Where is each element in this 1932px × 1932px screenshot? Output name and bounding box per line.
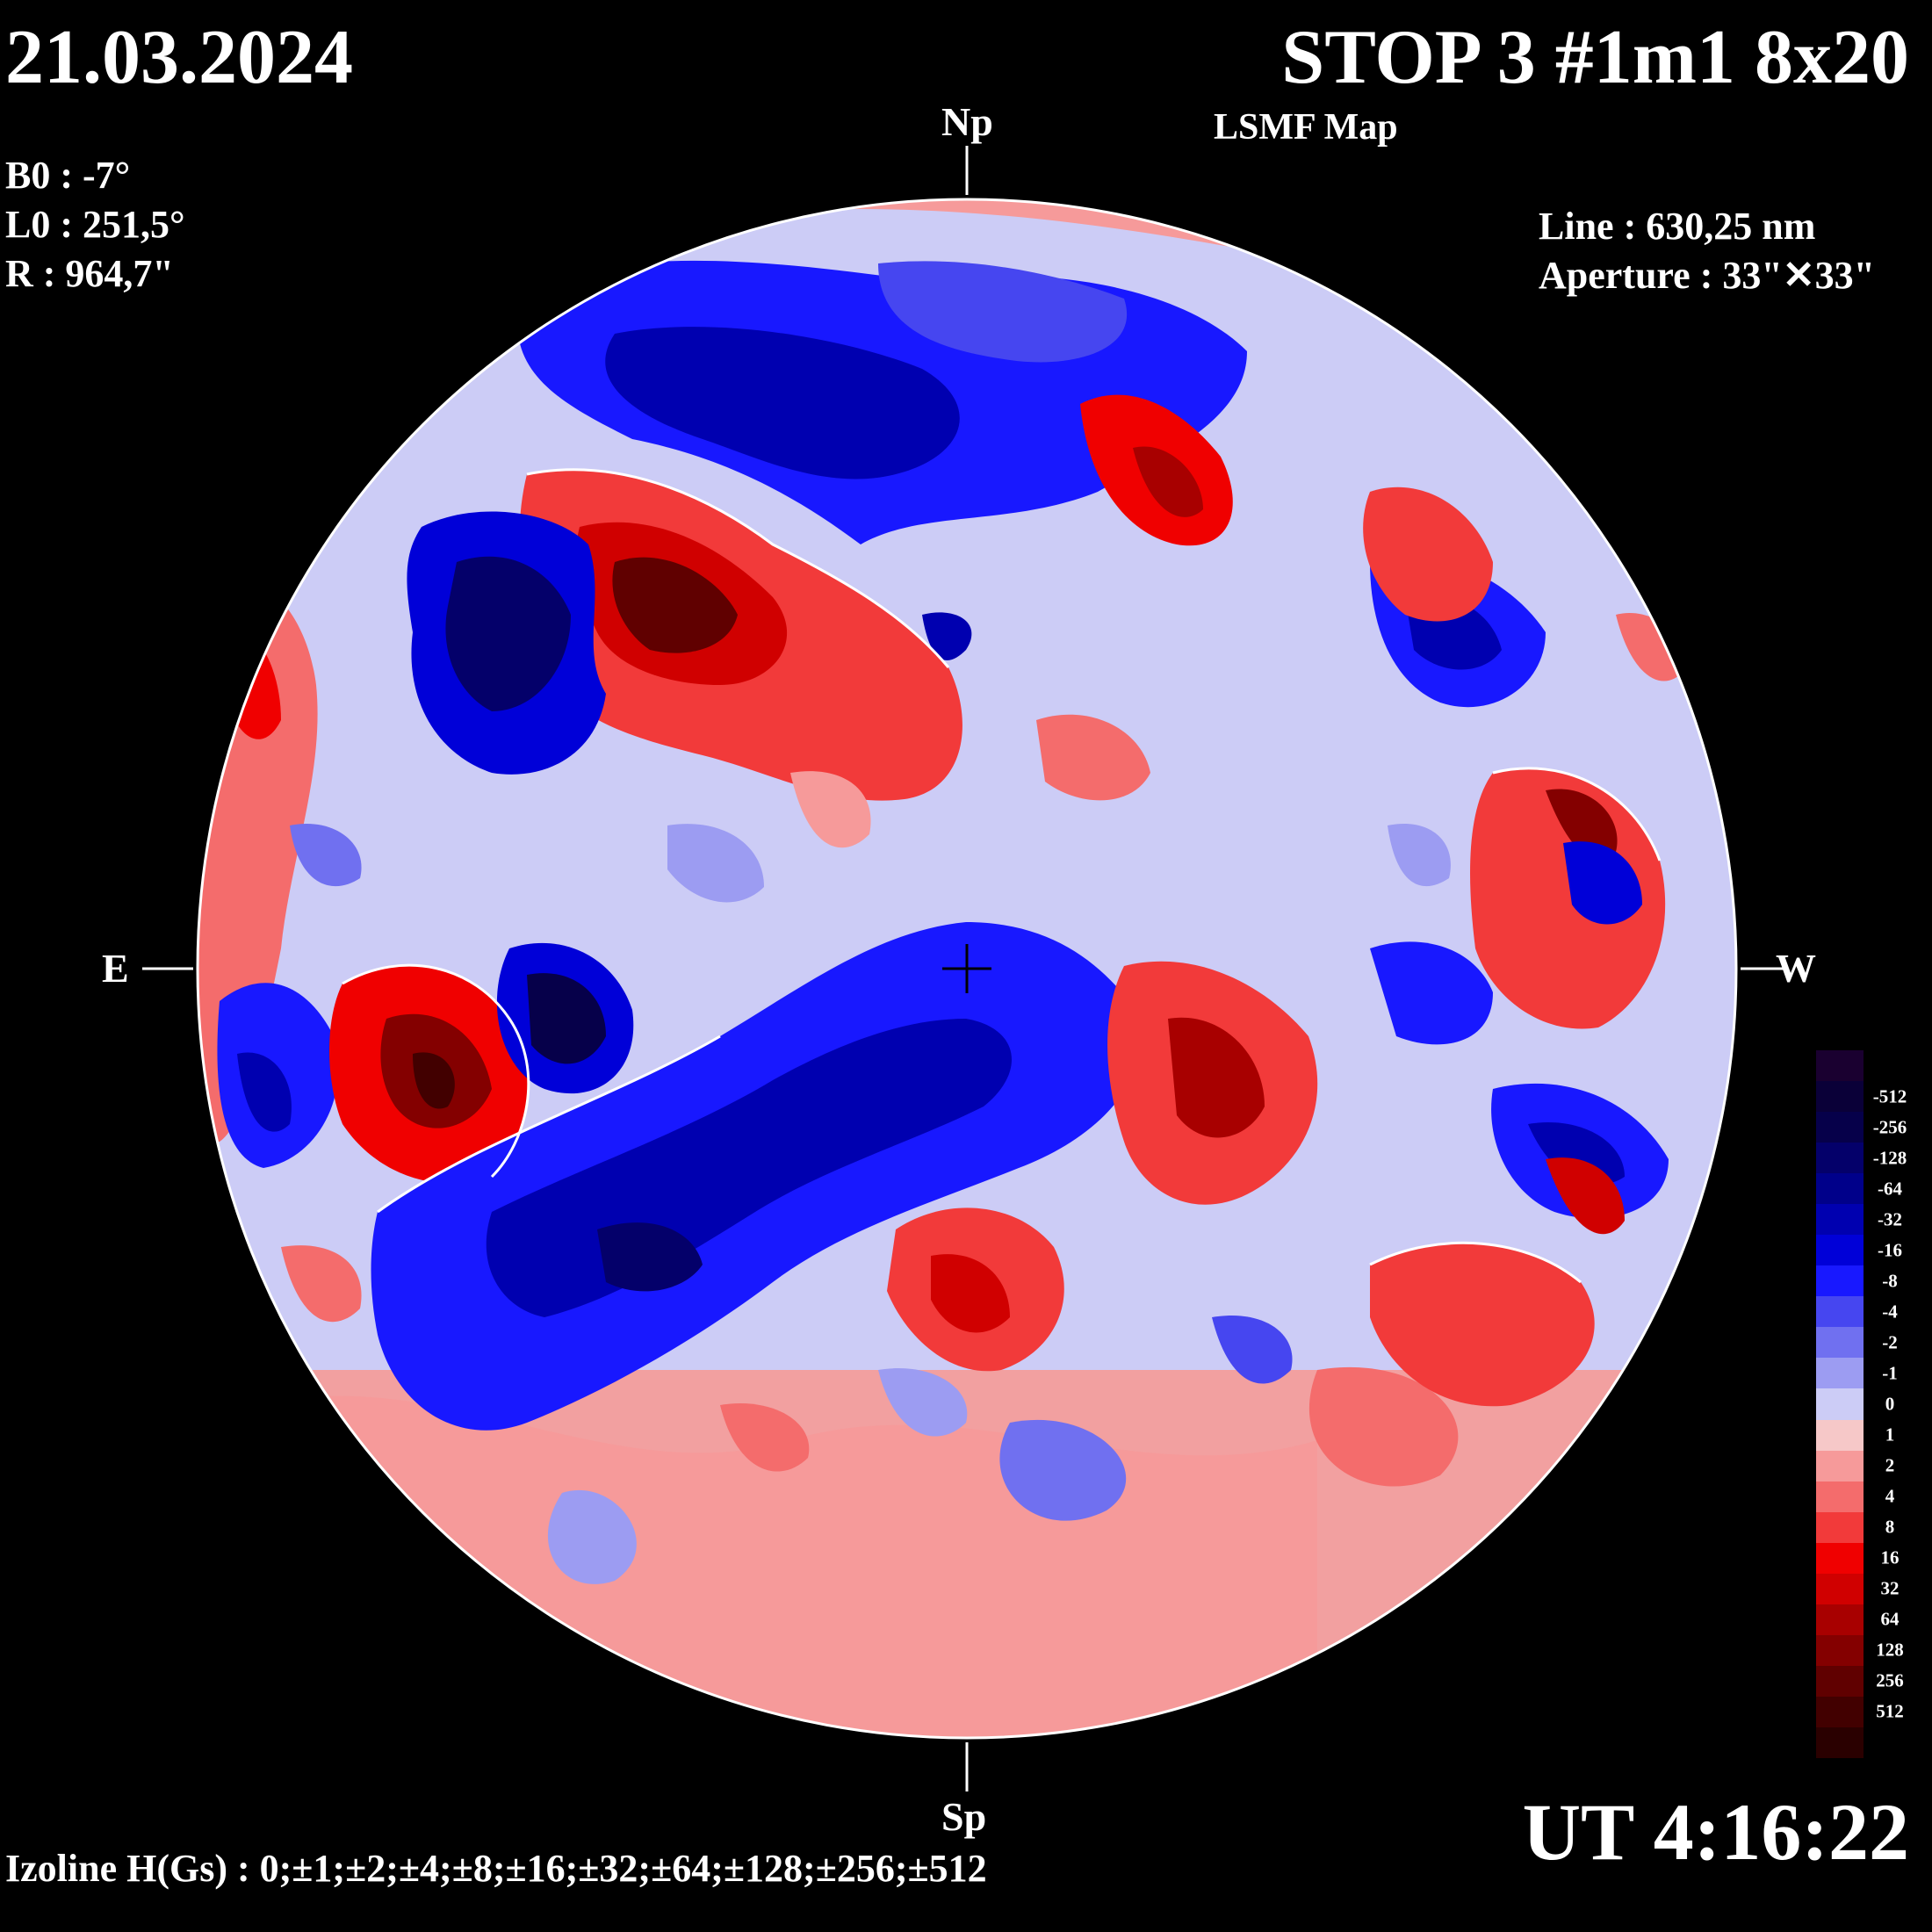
legend-row: 4	[1816, 1481, 1914, 1512]
legend-swatch	[1816, 1050, 1864, 1082]
legend-label: 16	[1880, 1546, 1900, 1568]
legend-row: -512	[1816, 1081, 1914, 1113]
legend-swatch	[1816, 1727, 1864, 1758]
legend-swatch	[1816, 1235, 1864, 1266]
legend-row: -4	[1816, 1296, 1914, 1328]
disk-limb	[196, 198, 1738, 1740]
isoline-levels: Izoline H(Gs) : 0;±1;±2;±4;±8;±16;±32;±6…	[5, 1847, 987, 1890]
west-label: W	[1776, 946, 1816, 991]
legend-row: 16	[1816, 1542, 1914, 1574]
legend-swatch	[1816, 1173, 1864, 1205]
legend-swatch	[1816, 1327, 1864, 1359]
legend-swatch	[1816, 1204, 1864, 1236]
legend-swatch	[1816, 1665, 1864, 1697]
legend-row: 64	[1816, 1604, 1914, 1635]
legend-label: 64	[1880, 1608, 1900, 1630]
legend-swatch	[1816, 1634, 1864, 1666]
legend-row: -64	[1816, 1173, 1914, 1205]
legend-label: 0	[1885, 1393, 1895, 1415]
legend-label: 512	[1876, 1700, 1904, 1722]
legend-row: 256	[1816, 1665, 1914, 1697]
legend-row	[1816, 1050, 1914, 1082]
legend-swatch	[1816, 1296, 1864, 1328]
legend-row: -32	[1816, 1204, 1914, 1236]
legend-label: 1	[1885, 1424, 1895, 1445]
legend-swatch	[1816, 1573, 1864, 1604]
legend-swatch	[1816, 1081, 1864, 1113]
legend-row: -2	[1816, 1327, 1914, 1359]
legend-label: -512	[1872, 1085, 1907, 1107]
legend-swatch	[1816, 1265, 1864, 1297]
legend-swatch	[1816, 1542, 1864, 1574]
legend-label: 4	[1885, 1485, 1895, 1507]
legend-label: -64	[1878, 1178, 1902, 1200]
legend-label: -8	[1882, 1270, 1898, 1292]
legend-label: -256	[1872, 1116, 1907, 1138]
legend-row: -256	[1816, 1112, 1914, 1143]
north-pole-label: Np	[941, 99, 993, 144]
legend-label: -32	[1878, 1208, 1902, 1230]
legend-swatch	[1816, 1388, 1864, 1420]
legend-label: 32	[1880, 1577, 1900, 1599]
universal-time: UT 4:16:22	[1522, 1787, 1909, 1877]
legend-label: 128	[1876, 1639, 1904, 1661]
legend-row: 2	[1816, 1450, 1914, 1481]
legend-swatch	[1816, 1481, 1864, 1512]
param-b0: B0 : -7°	[5, 154, 131, 197]
map-subtitle: LSMF Map	[1214, 107, 1398, 148]
legend-swatch	[1816, 1143, 1864, 1174]
legend-label: -2	[1882, 1331, 1898, 1353]
aperture-size: Aperture : 33"✕33"	[1539, 254, 1876, 297]
legend-label: -1	[1882, 1362, 1898, 1384]
legend-swatch	[1816, 1419, 1864, 1451]
legend-swatch	[1816, 1511, 1864, 1543]
field-strength-legend: -512 -256 -128 -64 -32 -16 -8 -4 -2 -1 0 1 2 4 8 16 32 64…	[1816, 1050, 1914, 1758]
east-label: E	[102, 946, 129, 991]
legend-label: -4	[1882, 1301, 1898, 1323]
legend-swatch	[1816, 1696, 1864, 1727]
legend-label: 2	[1885, 1454, 1895, 1476]
legend-swatch	[1816, 1450, 1864, 1481]
map-title: STOP 3 #1m1 8x20	[1281, 15, 1909, 100]
south-pole-label: Sp	[941, 1794, 987, 1839]
zero-isolines	[342, 468, 1662, 1284]
legend-label: -128	[1872, 1147, 1907, 1169]
legend-row: 32	[1816, 1573, 1914, 1604]
legend-label: 256	[1876, 1669, 1904, 1691]
legend-row	[1816, 1727, 1914, 1758]
observation-date: 21.03.2024	[5, 15, 353, 100]
spectral-line: Line : 630,25 nm	[1539, 205, 1816, 248]
legend-row: 8	[1816, 1511, 1914, 1543]
param-l0: L0 : 251,5°	[5, 203, 185, 246]
legend-swatch	[1816, 1604, 1864, 1635]
legend-label: 8	[1885, 1516, 1895, 1538]
legend-row: 1	[1816, 1419, 1914, 1451]
legend-row: -8	[1816, 1265, 1914, 1297]
legend-row: 512	[1816, 1696, 1914, 1727]
legend-swatch	[1816, 1112, 1864, 1143]
legend-row: -1	[1816, 1358, 1914, 1389]
legend-row: -16	[1816, 1235, 1914, 1266]
legend-swatch	[1816, 1358, 1864, 1389]
legend-row: 128	[1816, 1634, 1914, 1666]
legend-row: -128	[1816, 1143, 1914, 1174]
legend-row: 0	[1816, 1388, 1914, 1420]
legend-label: -16	[1878, 1239, 1902, 1261]
param-radius: R : 964,7"	[5, 252, 174, 295]
